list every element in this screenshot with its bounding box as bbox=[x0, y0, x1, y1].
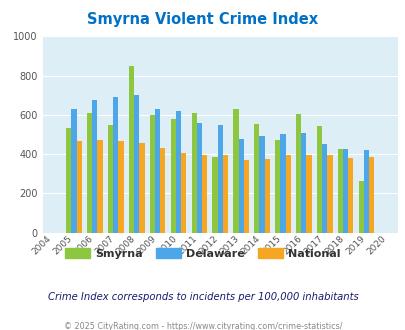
Bar bbox=[92, 100, 97, 233]
Bar bbox=[155, 109, 160, 233]
Bar bbox=[363, 150, 368, 233]
Bar bbox=[77, 141, 82, 233]
Bar bbox=[97, 140, 102, 233]
Bar bbox=[181, 153, 186, 233]
Bar bbox=[275, 140, 279, 233]
Bar bbox=[326, 155, 332, 233]
Text: Crime Index corresponds to incidents per 100,000 inhabitants: Crime Index corresponds to incidents per… bbox=[47, 292, 358, 302]
Bar bbox=[139, 143, 144, 233]
Bar bbox=[128, 66, 134, 233]
Bar bbox=[295, 114, 301, 233]
Bar bbox=[259, 136, 264, 233]
Bar bbox=[134, 95, 139, 233]
Bar bbox=[243, 160, 248, 233]
Bar bbox=[254, 124, 259, 233]
Bar bbox=[368, 157, 373, 233]
Bar bbox=[118, 141, 123, 233]
Bar bbox=[87, 113, 92, 233]
Bar bbox=[201, 155, 207, 233]
Bar bbox=[66, 128, 71, 233]
Bar bbox=[238, 139, 243, 233]
Bar bbox=[170, 119, 175, 233]
Bar bbox=[279, 135, 285, 233]
Text: © 2025 CityRating.com - https://www.cityrating.com/crime-statistics/: © 2025 CityRating.com - https://www.city… bbox=[64, 322, 341, 330]
Bar bbox=[113, 97, 118, 233]
Bar bbox=[196, 123, 201, 233]
Bar bbox=[264, 159, 269, 233]
Bar bbox=[175, 111, 181, 233]
Bar bbox=[160, 148, 165, 233]
Bar bbox=[285, 155, 290, 233]
Bar bbox=[212, 157, 217, 233]
Bar bbox=[306, 154, 311, 233]
Bar bbox=[337, 149, 342, 233]
Bar bbox=[191, 113, 196, 233]
Bar bbox=[222, 155, 228, 233]
Bar bbox=[217, 125, 222, 233]
Bar bbox=[108, 125, 113, 233]
Bar bbox=[71, 109, 77, 233]
Bar bbox=[316, 126, 321, 233]
Bar bbox=[358, 181, 363, 233]
Bar bbox=[301, 134, 306, 233]
Bar bbox=[321, 144, 326, 233]
Bar bbox=[342, 149, 347, 233]
Bar bbox=[233, 109, 238, 233]
Text: Smyrna Violent Crime Index: Smyrna Violent Crime Index bbox=[87, 12, 318, 26]
Legend: Smyrna, Delaware, National: Smyrna, Delaware, National bbox=[61, 244, 344, 263]
Bar bbox=[347, 158, 353, 233]
Bar bbox=[149, 115, 155, 233]
